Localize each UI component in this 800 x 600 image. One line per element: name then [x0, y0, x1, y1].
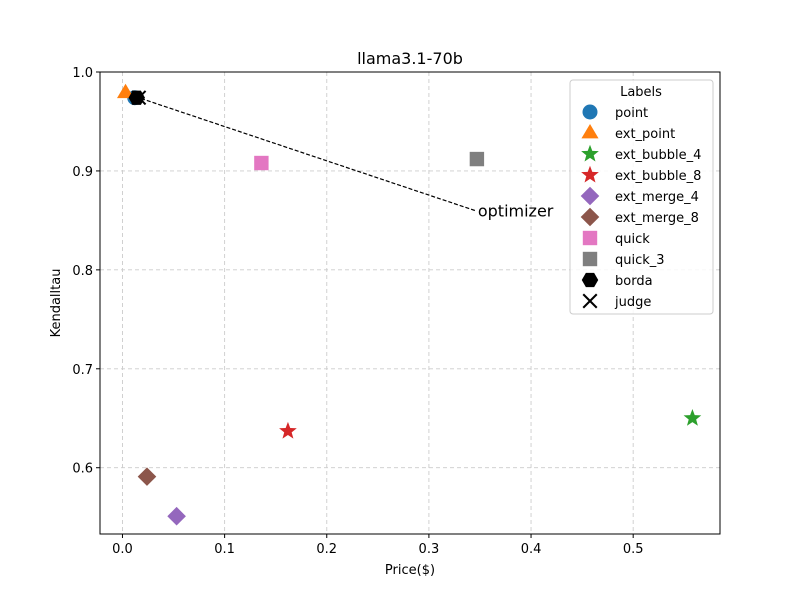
y-tick-label: 0.7	[72, 363, 93, 378]
x-tick-label: 0.4	[521, 542, 542, 557]
y-tick-label: 0.9	[72, 165, 93, 180]
legend-label: point	[615, 106, 648, 121]
legend-label: ext_bubble_4	[615, 148, 701, 163]
legend-item-ext-point: ext_point	[581, 124, 675, 142]
axes-layer: 0.0 0.1 0.2 0.3 0.4 0.5 0.6 0.7 0.8 0.9 1.0	[72, 66, 643, 557]
x-tick-label: 0.0	[112, 542, 133, 557]
legend-item-point: point	[582, 104, 648, 121]
legend-label: ext_merge_4	[615, 190, 699, 205]
points-layer	[116, 83, 702, 526]
legend-label: quick_3	[615, 253, 665, 268]
legend-item-ext-bubble-8: ext_bubble_8	[581, 165, 701, 184]
point-borda	[128, 90, 146, 105]
legend-label: borda	[615, 274, 653, 289]
legend-title: Labels	[620, 85, 662, 100]
legend-item-ext-bubble-4: ext_bubble_4	[581, 144, 701, 163]
legend-label: quick	[615, 232, 650, 247]
legend-label: ext_point	[615, 127, 675, 142]
point-ext-bubble-4	[683, 408, 702, 426]
legend-marker-quick-3	[582, 251, 598, 267]
legend-marker-borda	[581, 272, 599, 288]
annotation-layer: optimizer	[133, 94, 554, 221]
y-tick-label: 1.0	[72, 66, 93, 81]
x-tick-label: 0.3	[419, 542, 440, 557]
y-axis-label: Kendalltau	[49, 269, 64, 338]
legend-box	[569, 79, 714, 315]
legend-marker-judge	[582, 293, 598, 309]
annotation-label: optimizer	[478, 202, 554, 221]
legend-label: ext_bubble_8	[615, 169, 701, 184]
legend-item-borda: borda	[581, 272, 653, 289]
legend: Labels point ext_point ext_bubble_4 ext_bub…	[569, 79, 714, 315]
legend-item-quick-3: quick_3	[582, 251, 665, 268]
legend-marker-ext-bubble-8	[581, 165, 599, 183]
point-quick-3	[469, 151, 485, 167]
legend-marker-ext-merge-4	[580, 186, 600, 206]
point-ext-merge-8	[137, 467, 157, 486]
point-ext-merge-4	[167, 506, 186, 526]
x-marker-stroke	[131, 90, 147, 106]
point-quick	[254, 155, 269, 171]
legend-item-ext-merge-4: ext_merge_4	[580, 186, 699, 206]
legend-marker-ext-bubble-4	[581, 144, 599, 162]
legend-marker-ext-point	[581, 124, 599, 139]
x-tick-label: 0.2	[316, 542, 337, 557]
point-judge	[131, 90, 147, 106]
y-tick-label: 0.8	[72, 264, 93, 279]
x-tick-label: 0.1	[214, 542, 235, 557]
legend-label: ext_merge_8	[615, 211, 699, 226]
legend-item-ext-merge-8: ext_merge_8	[580, 207, 699, 227]
legend-item-quick: quick	[582, 230, 650, 247]
legend-items: point ext_point ext_bubble_4 ext_bubble_8ex…	[580, 104, 701, 310]
x-axis-label: Price($)	[385, 563, 435, 578]
legend-marker-ext-merge-8	[580, 207, 600, 227]
legend-label: judge	[614, 295, 651, 310]
y-tick-label: 0.6	[72, 462, 93, 477]
plot-frame	[99, 71, 721, 535]
point-ext-bubble-8	[279, 421, 297, 439]
x-tick-label: 0.5	[623, 542, 644, 557]
legend-marker-quick	[582, 230, 598, 246]
point-ext-point	[116, 83, 135, 99]
chart-title: llama3.1-70b	[357, 49, 463, 68]
legend-item-judge: judge	[582, 293, 651, 310]
x-marker-stroke	[582, 293, 598, 309]
legend-marker-point	[582, 104, 598, 120]
